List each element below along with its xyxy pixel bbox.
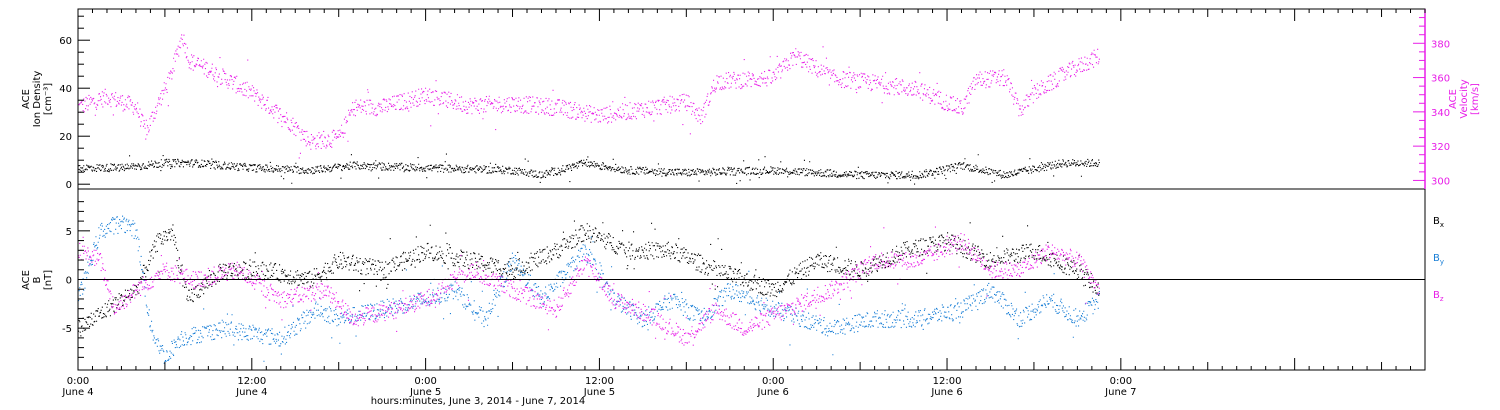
time-tick-label: 12:00 [585,376,614,387]
time-tick-label: 0:00 [414,376,436,387]
date-tick-label: June 4 [61,387,93,398]
density-axis-title-line: [cm⁻³] [43,83,54,115]
b-tick-label: 0 [66,276,72,287]
density-axis-title: ACE Ion Density [cm⁻³] [21,71,54,128]
time-tick-label: 0:00 [1110,376,1132,387]
b-axis-title-line: [nT] [43,270,54,290]
time-tick-label: 0:00 [762,376,784,387]
x-axis-title: hours:minutes, June 3, 2014 - June 7, 20… [371,396,586,407]
legend-by: By [1433,253,1444,266]
time-tick-label: 12:00 [237,376,266,387]
density-series [78,153,1100,185]
bx-series-points [78,220,1100,337]
velocity-tick-label: 300 [1431,176,1450,187]
date-tick-label: June 7 [1104,387,1136,398]
velocity-series-points [78,34,1100,159]
date-tick-label: June 6 [757,387,789,398]
legend-bz: Bz [1433,290,1444,303]
velocity-tick-label: 320 [1431,142,1450,153]
legend-bz-subscript: z [1440,295,1444,303]
date-tick-label: June 6 [930,387,962,398]
b-axis-title: ACE B [nT] [21,270,54,290]
b-tick-label: 5 [66,227,72,238]
velocity-tick-label: 380 [1431,39,1450,50]
velocity-series [78,34,1100,159]
b-axis-title-line: B [32,276,43,283]
density-axis-title-line: ACE [21,89,32,109]
density-series-points [78,153,1100,185]
density-tick-label: 40 [59,84,72,95]
density-tick-label: 60 [59,36,72,47]
velocity-axis-title-line: Velocity [1459,79,1470,118]
legend-bx-subscript: x [1440,221,1444,229]
density-axis-title-line: Ion Density [32,71,43,128]
bx-series [78,220,1100,337]
time-tick-label: 12:00 [933,376,962,387]
time-tick-label: 0:00 [67,376,89,387]
date-tick-label: June 4 [235,387,267,398]
b-axis-title-line: ACE [21,270,32,290]
velocity-axis-title-line: ACE [1448,89,1459,109]
density-tick-label: 20 [59,132,72,143]
legend-bx: Bx [1433,216,1444,229]
velocity-axis-title-line: [km/s] [1470,83,1481,115]
velocity-axis-title: ACE Velocity [km/s] [1448,79,1481,118]
data-marks [78,34,1100,364]
b-tick-label: -5 [62,324,72,335]
date-tick-label: June 5 [583,387,615,398]
velocity-tick-label: 340 [1431,108,1450,119]
velocity-tick-label: 360 [1431,74,1450,85]
axes [77,8,1426,371]
legend-by-subscript: y [1440,258,1444,266]
density-tick-label: 0 [66,180,72,191]
date-tick-label: June 5 [409,387,441,398]
